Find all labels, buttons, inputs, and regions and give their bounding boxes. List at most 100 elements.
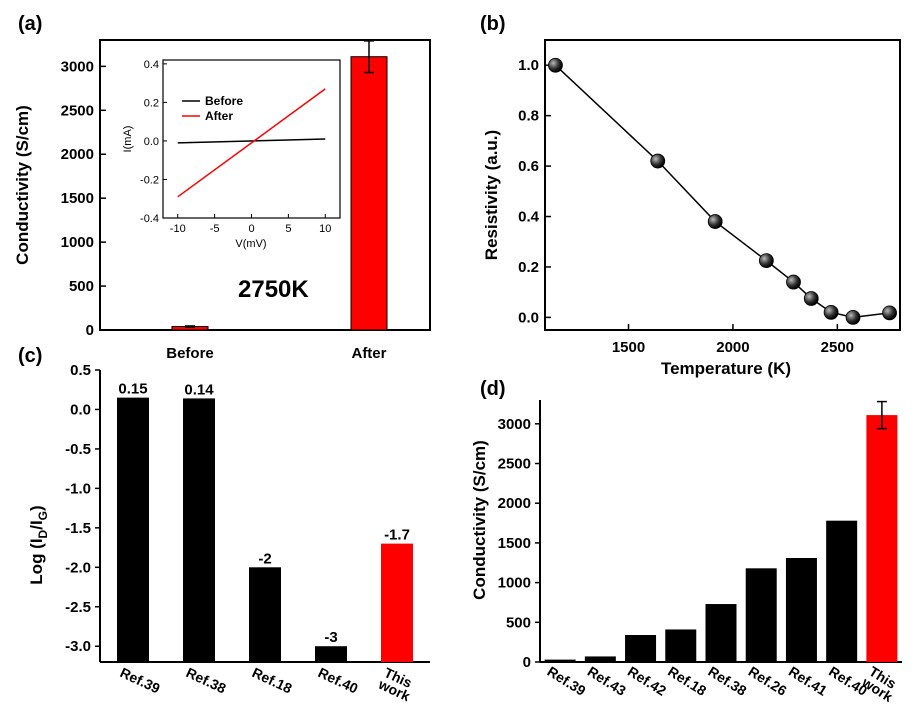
c-category-label: Ref.39	[118, 664, 163, 696]
inset-xtick-label: -10	[170, 223, 186, 235]
d-bar	[866, 415, 898, 662]
c-ytick-label: -3.0	[65, 638, 91, 655]
c-ytick-label: 0.5	[70, 362, 91, 379]
b-data-point	[845, 309, 861, 325]
a-category-label: Before	[166, 345, 214, 362]
a-ytick-label: 500	[69, 278, 94, 295]
d-ytick-label: 1000	[498, 575, 531, 592]
b-ytick-label: 0.6	[518, 158, 539, 175]
panel-b-chart: 0.0 0.2 0.4 0.6 0.8 1.0 1500 2000 2500 Resistivi…	[482, 39, 901, 378]
inset-ytick-label: 0.2	[144, 97, 159, 109]
inset-series-before	[177, 138, 326, 144]
d-bar	[625, 635, 657, 662]
inset-ytick-label: -0.4	[140, 213, 159, 225]
b-ytick-label: 0.2	[518, 259, 539, 276]
c-ytick-label: -2.5	[65, 599, 91, 616]
c-category-label: Ref.40	[316, 664, 361, 696]
panel-d-label: (d)	[480, 378, 506, 400]
c-data-label: -3	[324, 629, 337, 646]
inset-ytick-label: 0.4	[144, 59, 159, 71]
b-data-point	[707, 214, 723, 229]
a-ytick-label: 1000	[61, 234, 94, 251]
inset-ytick-label: -0.2	[140, 174, 159, 186]
c-bar	[381, 543, 413, 662]
b-data-point	[650, 153, 666, 169]
b-xtick-label: 2000	[716, 339, 749, 356]
c-bar	[183, 398, 215, 662]
d-ytick-label: 1500	[498, 535, 531, 552]
a-ytick-label: 0	[86, 322, 94, 339]
b-xtick-label: 1500	[612, 339, 645, 356]
inset-legend: Before After	[182, 94, 243, 123]
a-category-label: After	[351, 345, 386, 362]
inset-xtick-label: 10	[319, 223, 331, 235]
c-ytick-label: -2.0	[65, 559, 91, 576]
b-data-point	[882, 305, 897, 321]
inset-xtick-label: 5	[285, 223, 291, 235]
panel-a-ylabel: Conductivity (S/cm)	[13, 105, 32, 265]
panel-b-label: (b)	[480, 13, 506, 35]
c-ytick-label: -1.5	[65, 520, 91, 537]
b-data-point	[758, 253, 774, 269]
c-bar	[315, 646, 347, 662]
panel-c-chart: 0.5 0.0 -0.5 -1.0 -1.5 -2.0 -2.5 -3.0 0.15 Ref.3…	[27, 362, 430, 704]
inset-xlabel: V(mV)	[235, 238, 266, 250]
d-category-label: Ref.38	[705, 663, 749, 699]
d-bar	[705, 604, 737, 662]
b-ytick-label: 1.0	[518, 57, 539, 74]
a-bar	[350, 56, 388, 331]
panel-a-inset: -10 -5 0 5 10 -0.4 -0.2 0.0 0.2 0.4 I(mA) V(mV) B…	[122, 59, 341, 250]
inset-xtick-label: 0	[248, 223, 254, 235]
b-series-line	[554, 64, 890, 319]
c-bar	[249, 567, 281, 662]
inset-xtick-label: -5	[210, 223, 220, 235]
d-bar	[584, 656, 616, 662]
d-bar	[826, 520, 858, 662]
d-ytick-label: 0	[523, 654, 531, 671]
c-category-label: Thiswork	[375, 664, 418, 705]
inset-ytick-label: 0.0	[144, 136, 159, 148]
c-data-label: 0.15	[118, 381, 147, 398]
d-ytick-label: 3000	[498, 416, 531, 433]
c-ytick-label: -1.0	[65, 480, 91, 497]
c-ytick-label: 0.0	[70, 401, 91, 418]
d-category-label: Thiswork	[859, 662, 903, 705]
inset-series-after	[177, 88, 326, 198]
panel-b-axes-frame	[544, 39, 901, 331]
b-data-point	[823, 304, 839, 320]
b-data-point	[803, 291, 819, 306]
inset-ylabel: I(mA)	[122, 126, 134, 153]
c-category-label: Ref.38	[184, 664, 229, 696]
panel-d-ylabel: Conductivity (S/cm)	[470, 440, 489, 600]
b-data-point	[548, 57, 563, 73]
legend-before-label: Before	[205, 94, 243, 108]
b-ytick-label: 0.8	[518, 108, 539, 125]
d-ytick-label: 2000	[498, 495, 531, 512]
a-ytick-label: 1500	[61, 190, 94, 207]
panel-a-label: (a)	[18, 13, 42, 35]
d-category-label: Ref.39	[545, 663, 589, 699]
d-bar	[544, 659, 576, 662]
b-xtick-label: 2500	[821, 339, 854, 356]
c-data-label: 0.14	[184, 381, 214, 398]
d-bar	[745, 568, 777, 662]
legend-after-label: After	[205, 109, 233, 123]
d-ytick-label: 2500	[498, 456, 531, 473]
a-ytick-label: 2000	[61, 146, 94, 163]
panel-c-ylabel: Log (ID/IG)	[27, 505, 50, 584]
panel-b-ylabel: Resistivity (a.u.)	[482, 130, 501, 260]
d-ytick-label: 500	[506, 614, 531, 631]
d-category-label: Ref.18	[665, 663, 709, 699]
c-data-label: -2	[258, 550, 271, 567]
c-category-label: Ref.18	[250, 664, 295, 696]
c-bar	[117, 397, 149, 662]
b-data-point	[786, 274, 801, 290]
d-category-label: Ref.43	[585, 663, 629, 699]
panel-a-annotation: 2750K	[238, 276, 309, 303]
panel-a-axes-frame	[99, 39, 431, 331]
d-bar	[785, 557, 817, 662]
b-ytick-label: 0.0	[518, 309, 539, 326]
a-ytick-label: 2500	[61, 102, 94, 119]
